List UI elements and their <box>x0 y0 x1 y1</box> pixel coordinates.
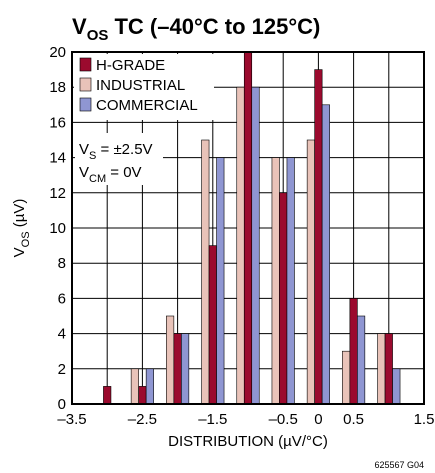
bar-h-grade <box>208 245 217 405</box>
bar-commercial <box>181 333 190 405</box>
bar-h-grade <box>384 333 393 405</box>
y-tick-label: 0 <box>58 396 66 413</box>
chart-title: VOS TC (–40°C to 125°C) <box>72 14 320 44</box>
y-tick-label: 6 <box>58 290 66 307</box>
y-tick-label: 10 <box>49 220 66 237</box>
legend-swatch <box>79 77 92 92</box>
x-tick-label: –0.5 <box>269 411 298 428</box>
figure-code: 625567 G04 <box>374 460 424 470</box>
x-tick-label: 0 <box>314 411 322 428</box>
supply-annotation: VS = ±2.5V VCM = 0V <box>75 133 163 185</box>
bar-industrial <box>166 315 175 405</box>
y-tick-label: 18 <box>49 79 66 96</box>
y-tick-label: 20 <box>49 44 66 61</box>
x-tick-label: 0.5 <box>343 411 364 428</box>
y-tick-label: 8 <box>58 255 66 272</box>
x-tick-label: –2.5 <box>128 411 157 428</box>
y-tick-label: 16 <box>49 114 66 131</box>
bar-industrial <box>236 86 245 405</box>
legend-swatch <box>79 97 92 112</box>
x-tick-label: 1.5 <box>414 411 435 428</box>
annotation-background <box>75 133 163 185</box>
bar-h-grade <box>314 69 323 405</box>
vs-note: VS = ±2.5V <box>79 141 153 162</box>
legend-label: INDUSTRIAL <box>96 77 185 94</box>
y-tick-labels: 0 2 4 6 8 10 12 14 16 18 20 <box>49 44 66 413</box>
legend-label: H-GRADE <box>96 57 165 74</box>
y-tick-label: 4 <box>58 326 66 343</box>
bar-industrial <box>377 333 386 405</box>
legend-label: COMMERCIAL <box>96 97 198 114</box>
bar-commercial <box>357 315 366 405</box>
y-axis-label: VOS (µV) <box>11 199 32 258</box>
bar-h-grade <box>243 51 253 405</box>
bar-h-grade <box>138 386 147 405</box>
x-tick-labels: –3.5 –2.5 –1.5 –0.5 0 0.5 1.5 <box>57 411 434 428</box>
y-tick-label: 14 <box>49 150 66 167</box>
bar-industrial <box>342 350 351 405</box>
x-axis-label: DISTRIBUTION (µV/°C) <box>168 433 328 450</box>
bar-h-grade <box>279 192 288 405</box>
bar-commercial <box>145 368 154 405</box>
legend-swatch <box>79 57 92 72</box>
bar-industrial <box>271 157 280 405</box>
y-tick-label: 12 <box>49 185 66 202</box>
y-tick-label: 2 <box>58 361 66 378</box>
vcm-note: VCM = 0V <box>79 164 142 185</box>
x-tick-label: –3.5 <box>57 411 86 428</box>
bar-industrial <box>130 368 139 405</box>
plot-frame <box>71 51 425 405</box>
bar-commercial <box>392 368 401 405</box>
bar-h-grade <box>349 298 358 405</box>
bar-industrial <box>201 139 210 405</box>
legend-background <box>74 54 214 120</box>
bar-commercial <box>251 86 260 405</box>
bar-industrial <box>306 139 315 405</box>
bar-h-grade <box>103 386 112 405</box>
bar-commercial <box>321 104 330 405</box>
bar-h-grade <box>173 333 182 405</box>
legend: H-GRADE INDUSTRIAL COMMERCIAL <box>74 54 214 120</box>
bar-commercial <box>286 157 295 405</box>
bar-commercial <box>216 157 225 405</box>
x-tick-label: –1.5 <box>198 411 227 428</box>
